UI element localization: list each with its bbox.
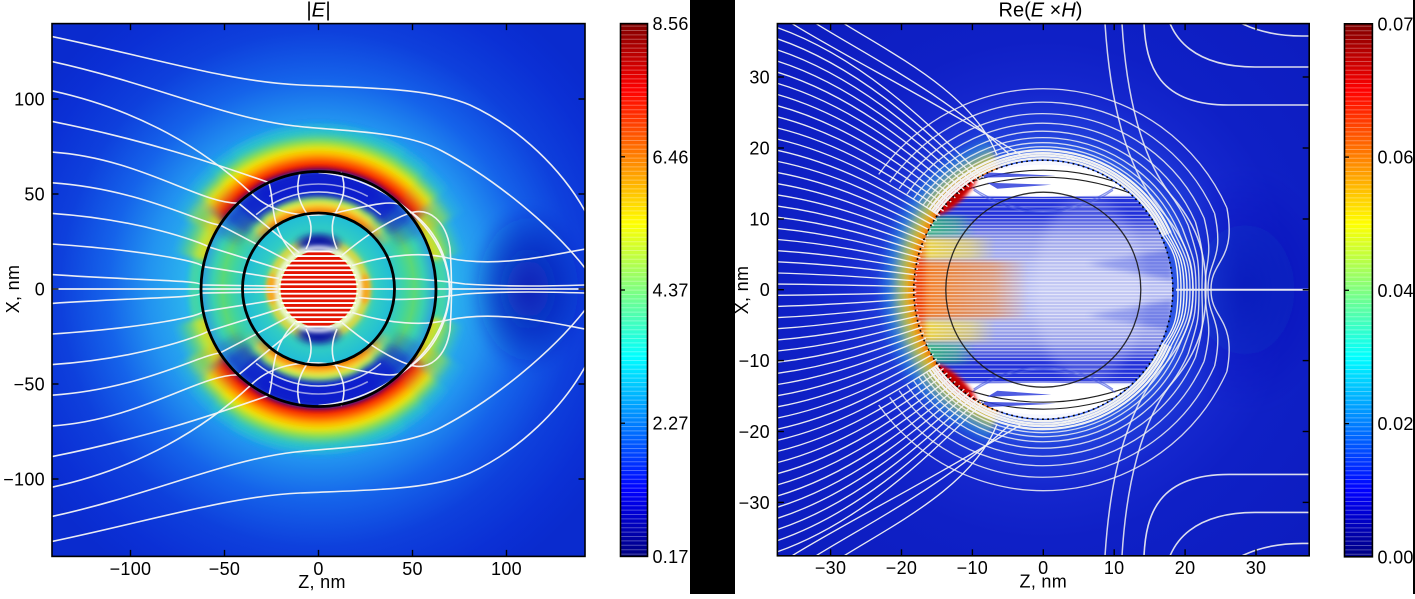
svg-text:0.00: 0.00 [1378,547,1414,567]
svg-text:0.04: 0.04 [1378,281,1414,301]
svg-text:0: 0 [313,559,323,579]
svg-text:50: 50 [24,185,45,205]
svg-text:−30: −30 [815,558,846,578]
svg-text:10: 10 [749,210,770,230]
svg-text:0: 0 [760,280,770,300]
svg-text:30: 30 [1246,558,1267,578]
svg-text:0: 0 [35,280,45,300]
svg-text:100: 100 [14,90,45,110]
svg-text:−20: −20 [886,558,917,578]
svg-text:0: 0 [1038,558,1048,578]
svg-text:Z, nm: Z, nm [298,572,346,592]
svg-text:0.02: 0.02 [1378,414,1414,434]
svg-text:10: 10 [1104,558,1125,578]
svg-text:−50: −50 [209,559,240,579]
svg-text:6.46: 6.46 [653,147,689,167]
svg-text:4.37: 4.37 [653,281,689,301]
svg-text:|E|: |E| [306,0,330,22]
svg-text:8.56: 8.56 [653,14,689,34]
svg-text:20: 20 [749,139,770,159]
svg-text:0.06: 0.06 [1378,148,1414,168]
svg-text:−100: −100 [3,470,45,490]
svg-text:−10: −10 [739,351,770,371]
svg-text:0.07: 0.07 [1378,14,1414,34]
svg-text:−100: −100 [110,559,152,579]
svg-text:2.27: 2.27 [653,414,689,434]
svg-text:50: 50 [402,559,423,579]
svg-text:−30: −30 [739,493,770,513]
svg-text:−20: −20 [739,422,770,442]
svg-text:0.17: 0.17 [653,547,689,567]
svg-text:Re(E ×H): Re(E ×H) [999,0,1083,22]
svg-text:Z, nm: Z, nm [1020,572,1068,592]
svg-text:−50: −50 [14,375,45,395]
svg-text:100: 100 [491,559,522,579]
svg-text:20: 20 [1175,558,1196,578]
svg-text:X, nm: X, nm [3,265,23,314]
svg-text:30: 30 [749,68,770,88]
svg-text:X, nm: X, nm [732,266,752,315]
svg-text:−10: −10 [957,558,988,578]
